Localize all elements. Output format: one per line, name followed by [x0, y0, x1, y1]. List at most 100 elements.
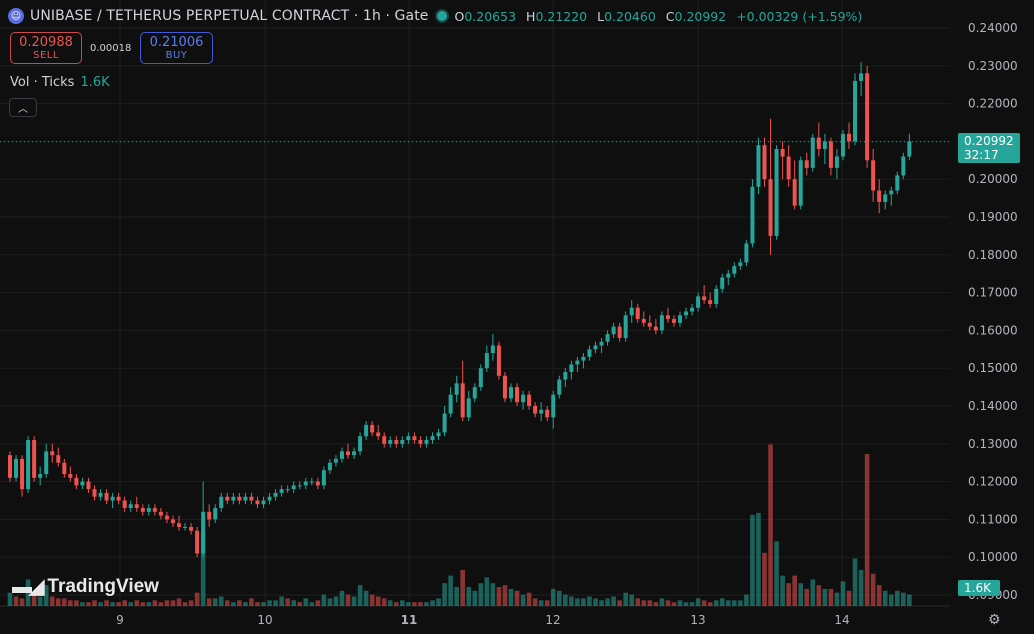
candle-body — [647, 322, 652, 327]
volume-bar — [768, 444, 773, 606]
volume-bar — [369, 594, 375, 606]
volume-bar — [146, 602, 152, 606]
candle-body — [164, 515, 169, 520]
volume-bar — [122, 600, 127, 606]
candle-body — [502, 375, 507, 399]
candle-body — [189, 526, 194, 531]
volume-bar — [261, 602, 266, 606]
volume-bar — [623, 592, 628, 606]
candle-body — [110, 496, 115, 501]
volume-bar — [575, 598, 580, 606]
candle-body — [104, 492, 109, 501]
x-tick-label: 14 — [834, 613, 849, 627]
volume-bar — [907, 594, 912, 606]
volume-bar — [725, 600, 731, 606]
volume-bar — [98, 602, 103, 606]
candle-body — [798, 160, 803, 206]
candle-body — [617, 326, 622, 338]
volume-bar — [556, 590, 562, 606]
candle-body — [327, 462, 332, 471]
volume-bar — [80, 602, 85, 606]
volume-bar — [363, 590, 369, 606]
volume-bar — [605, 598, 610, 606]
volume-bar — [532, 598, 538, 606]
collapse-legend-button[interactable]: ︿ — [9, 98, 37, 117]
candle-body — [448, 394, 453, 414]
candle-body — [128, 504, 133, 509]
candle-body — [877, 190, 882, 202]
candle-body — [364, 424, 369, 437]
volume-bar — [182, 602, 188, 606]
candle-body — [786, 156, 791, 180]
volume-bar — [303, 598, 309, 606]
volume-bar — [659, 598, 665, 606]
volume-bar — [484, 577, 490, 606]
volume-bar — [490, 583, 496, 606]
volume-bar — [689, 602, 695, 606]
volume-bar — [611, 596, 616, 606]
candle-body — [56, 455, 61, 463]
y-tick-label: 0.22000 — [968, 97, 1018, 111]
volume-legend-value: 1.6K — [80, 75, 110, 90]
volume-bar — [538, 600, 544, 606]
candle-body — [158, 511, 163, 516]
candle-body — [207, 511, 212, 520]
volume-bar — [134, 600, 140, 606]
volume-bar — [249, 598, 254, 606]
candle-body — [86, 481, 91, 490]
volume-bar — [653, 602, 659, 606]
candle-body — [98, 492, 103, 497]
volume-bar — [327, 598, 333, 606]
candle-body — [895, 175, 900, 191]
volume-bar — [593, 598, 598, 606]
candle-body — [834, 156, 839, 168]
candle-body — [593, 345, 598, 350]
volume-bar — [641, 600, 647, 606]
volume-bar — [563, 594, 568, 606]
candle-body — [635, 307, 640, 320]
candle-body — [20, 458, 25, 490]
candle-body — [255, 500, 260, 505]
sell-button[interactable]: 0.20988 SELL — [10, 32, 82, 64]
buy-button[interactable]: 0.21006 BUY — [140, 32, 213, 64]
candle-body — [273, 492, 278, 497]
candle-body — [684, 311, 689, 316]
candle-body — [871, 160, 876, 191]
volume-bar — [424, 602, 429, 606]
candle-body — [780, 148, 785, 157]
y-tick-label: 0.14000 — [968, 399, 1018, 413]
chart-header: ☺ UNIBASE / TETHERUS PERPETUAL CONTRACT … — [8, 6, 868, 26]
candle-body — [370, 424, 375, 433]
volume-bar — [339, 590, 345, 606]
volume-bar — [279, 596, 284, 606]
candle-body — [333, 458, 338, 463]
candle-body — [303, 481, 308, 486]
tradingview-logo-icon: ▬◢ — [12, 576, 44, 598]
candle-body — [146, 508, 151, 512]
candle-body — [539, 409, 544, 414]
candle-body — [32, 440, 37, 478]
candle-body — [243, 496, 248, 501]
volume-bar — [454, 587, 459, 606]
settings-gear-icon[interactable]: ⚙ — [988, 612, 1001, 628]
candle-body — [26, 440, 31, 490]
volume-legend[interactable]: Vol · Ticks 1.6K — [10, 75, 110, 90]
candle-body — [527, 394, 532, 406]
volume-bar — [756, 512, 761, 606]
candle-body — [376, 432, 381, 437]
y-tick-label: 0.12000 — [968, 475, 1018, 489]
candle-body — [726, 273, 731, 278]
candle-body — [152, 508, 157, 512]
volume-bar — [629, 594, 635, 606]
volume-bar — [387, 600, 393, 606]
volume-bar — [750, 514, 755, 606]
high-label: H — [526, 8, 536, 24]
symbol-title[interactable]: UNIBASE / TETHERUS PERPETUAL CONTRACT · … — [30, 8, 429, 24]
volume-bar — [170, 600, 176, 606]
volume-bar — [176, 598, 182, 606]
candle-body — [460, 383, 465, 418]
spread-value: 0.00018 — [90, 43, 132, 54]
volume-bar — [550, 588, 556, 606]
candle-body — [605, 334, 610, 342]
